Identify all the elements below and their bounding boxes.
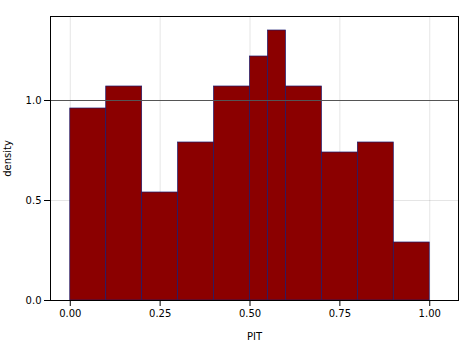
svg-text:1.0: 1.0 [26,95,42,106]
svg-text:0.50: 0.50 [239,308,261,319]
svg-text:0.00: 0.00 [59,308,81,319]
svg-text:0.25: 0.25 [149,308,171,319]
svg-text:PIT: PIT [247,331,263,342]
svg-text:0.5: 0.5 [26,195,42,206]
svg-text:0.0: 0.0 [26,295,42,306]
svg-text:density: density [2,140,13,177]
svg-text:0.75: 0.75 [329,308,351,319]
svg-text:1.00: 1.00 [419,308,441,319]
